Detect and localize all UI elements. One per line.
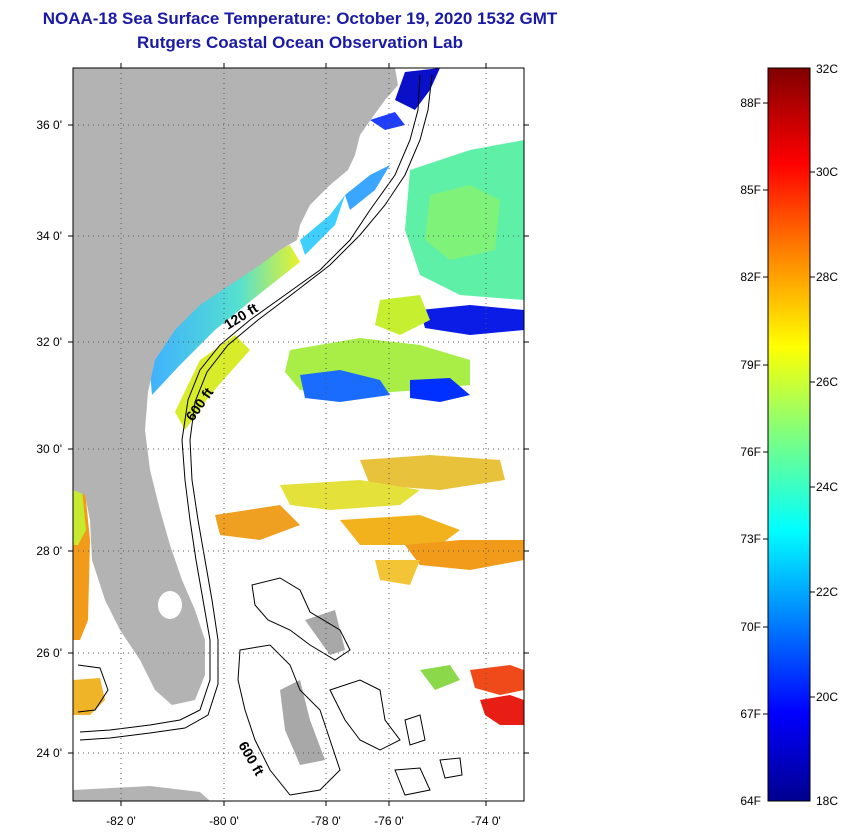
colorbar: 88F 85F 82F 79F 76F 73F 70F 67F 64F 32C … [740, 62, 838, 808]
land [73, 68, 398, 801]
colorbar-label-c: 22C [816, 585, 838, 599]
colorbar-label-f: 82F [740, 270, 761, 284]
sst-patches [73, 68, 524, 725]
lat-label: 32 0' [36, 335, 62, 349]
map-area [73, 68, 524, 801]
lat-label: 34 0' [36, 229, 62, 243]
colorbar-label-c: 28C [816, 270, 838, 284]
lat-label: 30 0' [36, 442, 62, 456]
lat-label: 28 0' [36, 544, 62, 558]
longitude-labels: -82 0' -80 0' -78 0' -76 0' -74 0' [106, 814, 501, 828]
lon-label: -76 0' [374, 814, 404, 828]
lon-label: -80 0' [209, 814, 239, 828]
page-subtitle: Rutgers Coastal Ocean Observation Lab [137, 33, 463, 52]
colorbar-label-f: 85F [740, 183, 761, 197]
colorbar-label-c: 20C [816, 690, 838, 704]
latitude-labels: 36 0' 34 0' 32 0' 30 0' 28 0' 26 0' 24 0… [36, 118, 62, 760]
isobaths [77, 74, 463, 796]
page-title: NOAA-18 Sea Surface Temperature: October… [42, 9, 558, 28]
colorbar-label-f: 67F [740, 707, 761, 721]
colorbar-label-c: 24C [816, 480, 838, 494]
lat-label: 36 0' [36, 118, 62, 132]
colorbar-label-f: 64F [740, 794, 761, 808]
lon-label: -78 0' [311, 814, 341, 828]
lon-label: -74 0' [471, 814, 501, 828]
colorbar-label-c: 32C [816, 62, 838, 76]
colorbar-label-f: 88F [740, 96, 761, 110]
colorbar-label-f: 70F [740, 620, 761, 634]
map-frame [72, 67, 525, 802]
lat-label: 24 0' [36, 746, 62, 760]
colorbar-label-f: 76F [740, 445, 761, 459]
colorbar-label-f: 73F [740, 532, 761, 546]
colorbar-label-f: 79F [740, 358, 761, 372]
colorbar-scale [767, 67, 811, 802]
lat-label: 26 0' [36, 646, 62, 660]
axis-ticks [68, 63, 529, 806]
colorbar-label-c: 18C [816, 794, 838, 808]
lon-label: -82 0' [106, 814, 136, 828]
colorbar-label-c: 30C [816, 165, 838, 179]
graticule [73, 68, 524, 801]
colorbar-label-c: 26C [816, 375, 838, 389]
